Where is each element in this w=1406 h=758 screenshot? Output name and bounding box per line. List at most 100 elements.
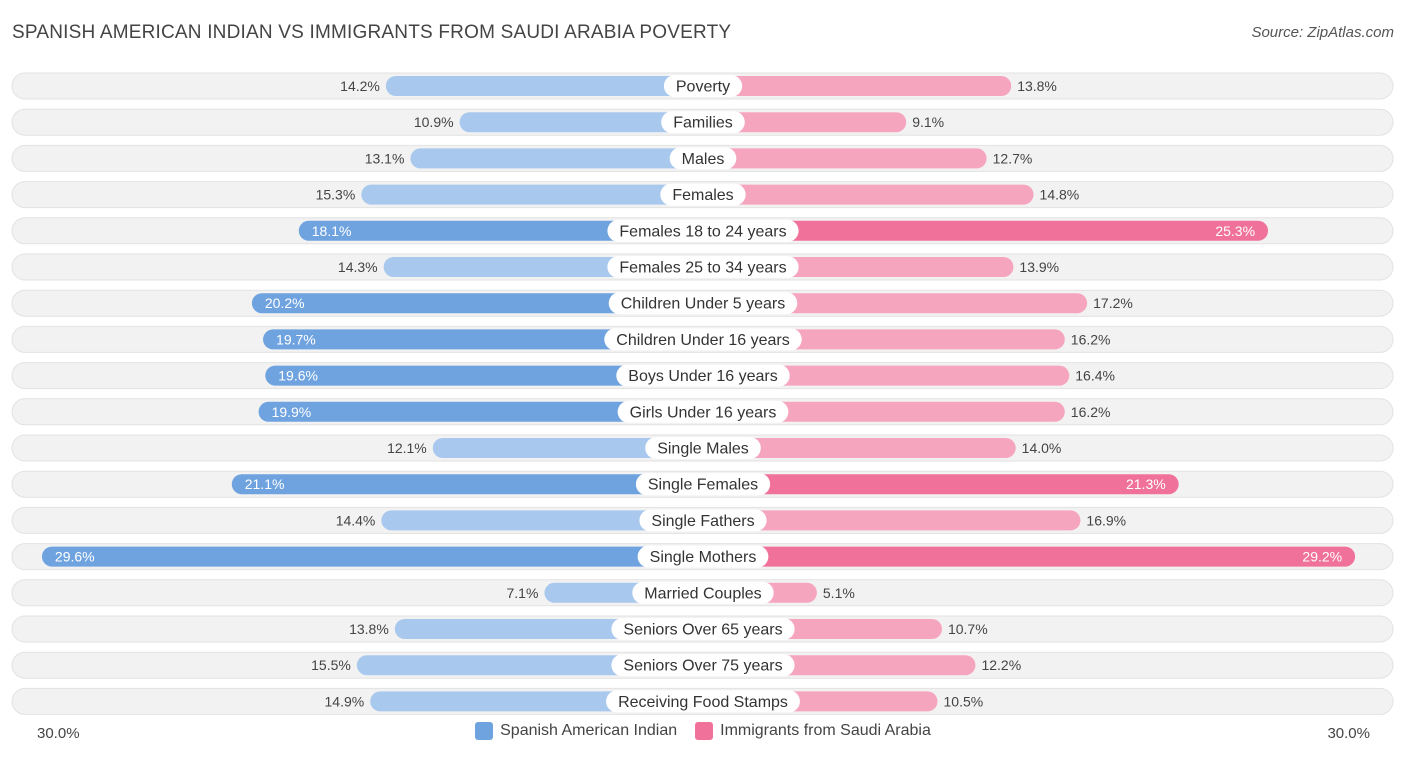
category-label-bg (632, 581, 774, 604)
category-label-bg (608, 292, 798, 315)
value-label-right: 12.2% (981, 657, 1021, 673)
category-label: Married Couples (644, 585, 761, 602)
axis-right-label: 30.0% (1327, 725, 1370, 742)
legend-swatch-right (695, 722, 714, 740)
bar-left (410, 148, 703, 169)
chart-row: Poverty 14.2% 13.8% (11, 72, 1394, 100)
value-label-left: 15.3% (316, 187, 356, 203)
category-label: Females (672, 187, 733, 204)
bar-left (432, 438, 703, 458)
chart-row: Families 10.9% 9.1% (11, 108, 1394, 136)
category-label-bg (663, 75, 743, 97)
bar-left (231, 474, 703, 495)
legend: Spanish American Indian Immigrants from … (0, 722, 1406, 740)
chart-row: Males 13.1% 12.7% (11, 144, 1394, 172)
category-label: Single Mothers (650, 549, 757, 566)
value-label-left: 19.7% (276, 331, 316, 347)
bar-right (703, 220, 1269, 241)
category-label: Males (682, 151, 725, 168)
value-label-right: 13.8% (1017, 78, 1057, 94)
chart-row: Seniors Over 75 years 15.5% 12.2% (11, 651, 1394, 679)
value-label-right: 10.5% (944, 693, 984, 709)
legend-item-left[interactable]: Spanish American Indian (475, 722, 677, 740)
value-label-right: 5.1% (823, 585, 855, 601)
value-label-left: 14.3% (338, 259, 378, 275)
category-label: Females 18 to 24 years (619, 223, 786, 240)
bar-left (265, 365, 703, 386)
category-label: Poverty (676, 79, 730, 96)
value-label-right: 12.7% (993, 150, 1033, 166)
chart-row: Females 15.3% 14.8% (11, 181, 1394, 209)
legend-label-right: Immigrants from Saudi Arabia (720, 722, 931, 739)
chart-row: Children Under 5 years 20.2% 17.2% (11, 289, 1394, 317)
bar-right (703, 510, 1081, 531)
bar-right (703, 474, 1179, 495)
bar-right (703, 401, 1065, 422)
bar-left (258, 401, 703, 422)
value-label-left: 14.4% (336, 512, 376, 528)
value-label-right: 17.2% (1093, 295, 1133, 311)
value-label-right: 16.4% (1075, 368, 1115, 384)
value-label-left: 21.1% (245, 476, 285, 492)
legend-item-right[interactable]: Immigrants from Saudi Arabia (695, 722, 931, 740)
category-label: Girls Under 16 years (630, 404, 777, 421)
category-label: Single Males (657, 441, 749, 458)
bar-left (298, 220, 703, 241)
bar-right (703, 148, 987, 169)
value-label-right: 21.3% (1126, 476, 1166, 492)
value-label-left: 10.9% (414, 114, 454, 130)
bar-left (263, 329, 703, 350)
category-label-bg (660, 183, 746, 206)
bar-right (703, 365, 1070, 386)
legend-swatch-left (475, 722, 494, 740)
category-label-bg (617, 400, 789, 423)
legend-label-left: Spanish American Indian (500, 722, 678, 739)
bar-right (703, 76, 1012, 96)
bar-left (385, 76, 703, 96)
chart-row: Receiving Food Stamps 14.9% 10.5% (11, 687, 1394, 715)
chart-row: Girls Under 16 years 19.9% 16.2% (11, 398, 1394, 426)
value-label-left: 19.6% (278, 368, 318, 384)
bar-right (703, 438, 1016, 458)
value-label-right: 16.2% (1071, 404, 1111, 420)
category-label: Females 25 to 34 years (619, 260, 786, 277)
value-label-left: 15.5% (311, 657, 351, 673)
category-label-bg (639, 509, 767, 532)
category-label: Receiving Food Stamps (618, 694, 788, 711)
chart-row: Single Mothers 29.6% 29.2% (11, 543, 1394, 571)
chart-title: SPANISH AMERICAN INDIAN VS IMMIGRANTS FR… (12, 22, 732, 43)
chart-row: Single Females 21.1% 21.3% (11, 470, 1394, 498)
value-label-right: 10.7% (948, 621, 988, 637)
bar-left (459, 112, 703, 133)
category-label-bg (661, 111, 745, 134)
category-label: Seniors Over 65 years (623, 622, 782, 639)
chart-row: Single Males 12.1% 14.0% (11, 434, 1394, 462)
chart-row: Seniors Over 65 years 13.8% 10.7% (11, 615, 1394, 643)
value-label-left: 14.9% (325, 693, 365, 709)
value-label-right: 25.3% (1215, 223, 1255, 239)
category-label: Families (673, 115, 733, 132)
chart-row: Females 18 to 24 years 18.1% 25.3% (11, 217, 1394, 245)
bar-left (361, 184, 703, 205)
chart-row: Boys Under 16 years 19.6% 16.4% (11, 362, 1394, 390)
value-label-right: 13.9% (1019, 259, 1059, 275)
value-label-right: 14.0% (1022, 440, 1062, 456)
category-label: Boys Under 16 years (628, 368, 777, 385)
category-label: Children Under 16 years (616, 332, 789, 349)
category-label: Single Fathers (651, 513, 754, 530)
value-label-left: 18.1% (312, 223, 352, 239)
bar-right (703, 293, 1088, 314)
value-label-left: 14.2% (340, 78, 380, 94)
category-label-bg (611, 618, 795, 640)
value-label-right: 14.8% (1040, 187, 1080, 203)
chart-source: Source: ZipAtlas.com (1251, 24, 1394, 41)
category-label: Children Under 5 years (621, 296, 786, 313)
chart-row: Females 25 to 34 years 14.3% 13.9% (11, 253, 1394, 281)
bar-right (703, 546, 1356, 567)
value-label-left: 29.6% (55, 549, 95, 565)
category-label-bg (635, 473, 771, 496)
category-label-bg (616, 364, 790, 387)
chart-row: Single Fathers 14.4% 16.9% (11, 506, 1394, 534)
value-label-left: 13.1% (365, 150, 405, 166)
